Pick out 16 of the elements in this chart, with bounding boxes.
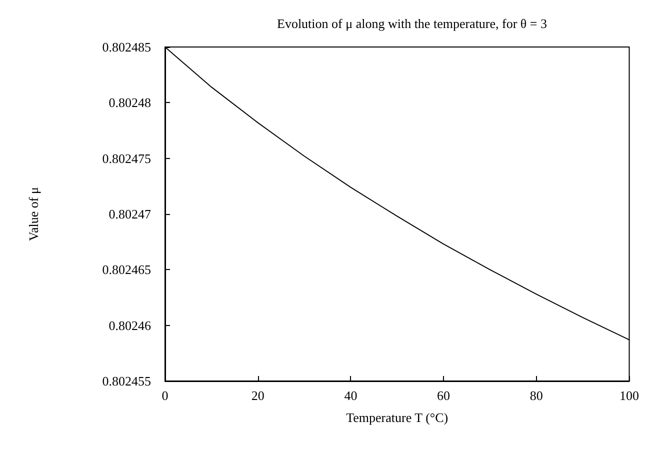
y-tick-label: 0.802465 (102, 262, 151, 278)
x-tick-label: 100 (620, 388, 639, 403)
x-tick-label: 20 (251, 388, 264, 403)
y-tick-label: 0.802475 (102, 150, 151, 166)
y-tick-label: 0.80248 (108, 95, 151, 110)
y-tick-label: 0.802485 (102, 40, 151, 54)
x-tick-label: 40 (344, 388, 358, 403)
x-tick-label: 0 (162, 388, 168, 403)
y-tick-label: 0.80246 (108, 318, 152, 333)
x-tick-label: 80 (530, 388, 543, 403)
x-tick-label: 60 (437, 388, 450, 403)
chart-title: Evolution of μ along with the temperature, for θ = 3 (277, 16, 547, 31)
y-tick-label: 0.80247 (108, 206, 152, 222)
y-tick-label: 0.802455 (102, 374, 151, 388)
x-axis-title: Temperature T (°C) (346, 410, 448, 425)
y-axis-title: Value of μ (26, 187, 41, 241)
